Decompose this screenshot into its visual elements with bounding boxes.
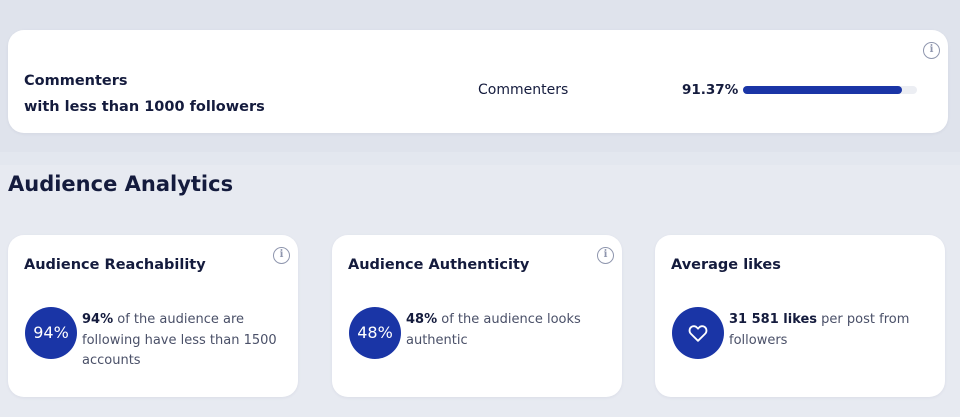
audience-reachability-card: i Audience Reachability 94% 94% of the a… — [8, 235, 298, 397]
highlight-value: 31 581 likes — [729, 312, 818, 327]
commenters-label: Commenters — [478, 82, 569, 98]
heart-badge — [672, 307, 724, 359]
percent-badge: 94% — [25, 307, 77, 359]
audience-authenticity-card: i Audience Authenticity 48% 48% of the a… — [332, 235, 622, 397]
highlight-value: 48% — [406, 312, 438, 327]
average-likes-card: Average likes 31 581 likes per post from… — [655, 235, 945, 397]
commenters-title-line2: with less than 1000 followers — [24, 99, 265, 115]
description-text: of the audience are following have less … — [82, 312, 277, 368]
info-icon[interactable]: i — [273, 247, 290, 264]
description-text: per post from followers — [729, 312, 910, 348]
commenters-progress-bar — [743, 86, 917, 94]
info-icon[interactable]: i — [923, 42, 940, 59]
card-title: Audience Authenticity — [348, 257, 530, 273]
commenters-percent: 91.37% — [682, 82, 739, 98]
card-description: 48% of the audience looks authentic — [406, 310, 611, 351]
card-title: Average likes — [671, 257, 781, 273]
description-text: of the audience looks authentic — [406, 312, 581, 348]
card-description: 31 581 likes per post from followers — [729, 310, 934, 351]
commenters-progress-fill — [743, 86, 902, 94]
card-title: Audience Reachability — [24, 257, 206, 273]
card-description: 94% of the audience are following have l… — [82, 310, 287, 372]
highlight-value: 94% — [82, 312, 114, 327]
commenters-card: i Commenters with less than 1000 followe… — [8, 30, 948, 133]
percent-badge: 48% — [349, 307, 401, 359]
commenters-title: Commenters with less than 1000 followers — [24, 68, 344, 120]
commenters-title-line1: Commenters — [24, 73, 128, 89]
heart-icon — [688, 325, 708, 342]
section-title: Audience Analytics — [8, 172, 234, 196]
info-icon[interactable]: i — [597, 247, 614, 264]
